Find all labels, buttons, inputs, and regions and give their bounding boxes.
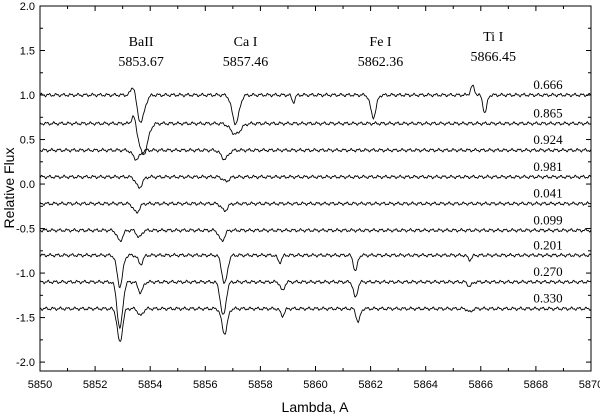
spectrum-line <box>39 174 592 190</box>
phase-label: 0.099 <box>533 212 562 227</box>
spectrum-line <box>39 201 592 215</box>
y-axis-label: Relative Flux <box>1 148 17 229</box>
y-tick-label: 2.0 <box>20 1 35 13</box>
phase-label: 0.666 <box>533 77 563 92</box>
y-tick-label: 1.5 <box>20 46 35 58</box>
x-tick-label: 5860 <box>303 379 327 391</box>
spectra-series: 0.666 0.865 0.924 0.981 0.041 0.099 0.201 0.270… <box>39 77 592 342</box>
line-wavelength-label: 5857.46 <box>223 55 269 70</box>
y-tick-label: -1.5 <box>16 313 35 325</box>
x-axis-label: Lambda, A <box>282 399 350 415</box>
x-tick-label: 5854 <box>138 379 162 391</box>
y-tick-label: -1.0 <box>16 268 35 280</box>
spectrum-line <box>39 114 592 156</box>
line-wavelength-label: 5862.36 <box>358 55 404 70</box>
x-tick-label: 5866 <box>469 379 493 391</box>
line-name-label: Fe I <box>369 35 392 50</box>
phase-label: 0.201 <box>533 237 562 252</box>
x-tick-label: 5862 <box>358 379 382 391</box>
line-name-label: Ti I <box>483 30 503 45</box>
x-tick-label: 5870 <box>579 379 600 391</box>
line-annotations: BaII 5853.67 Ca I 5857.46 Fe I 5862.36 Ti I 586… <box>118 30 516 70</box>
y-tick-label: 1.0 <box>20 90 35 102</box>
phase-label: 0.924 <box>533 132 563 147</box>
x-tick-label: 5850 <box>28 379 52 391</box>
spectrum-line <box>39 306 592 342</box>
y-tick-label: 0.0 <box>20 179 35 191</box>
line-wavelength-label: 5866.45 <box>470 50 516 65</box>
tick-labels: 5850 5852 5854 5856 5858 5860 5862 5864 5866 5868… <box>16 1 600 391</box>
line-name-label: Ca I <box>234 35 258 50</box>
phase-label: 0.330 <box>533 291 562 306</box>
x-tick-label: 5868 <box>524 379 548 391</box>
phase-label: 0.270 <box>533 264 562 279</box>
x-tick-label: 5858 <box>248 379 272 391</box>
x-tick-label: 5864 <box>413 379 437 391</box>
y-tick-label: 0.5 <box>20 135 35 147</box>
y-tick-label: -0.5 <box>16 224 35 236</box>
spectrum-line <box>39 252 592 289</box>
x-tick-label: 5856 <box>193 379 217 391</box>
y-tick-label: -2.0 <box>16 357 35 369</box>
spectrum-line <box>39 227 592 243</box>
spectrum-line <box>39 147 592 161</box>
phase-label: 0.865 <box>533 106 562 121</box>
line-name-label: BaII <box>129 35 154 50</box>
line-wavelength-label: 5853.67 <box>118 55 164 70</box>
plot-frame <box>39 5 592 372</box>
phase-label: 0.981 <box>533 159 562 174</box>
spectrum-line <box>39 279 592 330</box>
phase-label: 0.041 <box>533 186 562 201</box>
spectrum-line <box>39 84 592 126</box>
x-tick-label: 5852 <box>83 379 107 391</box>
